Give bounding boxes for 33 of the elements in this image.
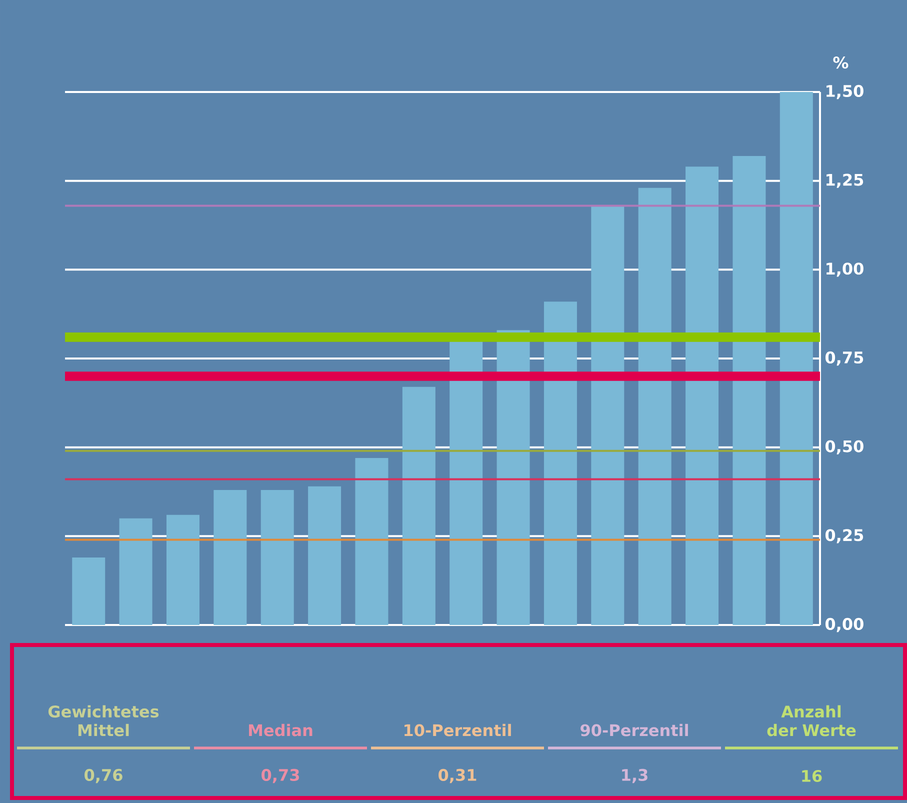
text: 0,31 <box>438 768 476 784</box>
bar <box>591 206 624 625</box>
bar <box>355 458 388 625</box>
text: 10-Perzentil <box>404 724 511 736</box>
y-tick-label: 1,25 <box>826 174 864 188</box>
bar <box>780 92 813 625</box>
bar <box>732 156 766 625</box>
text: 0,76 <box>84 768 122 784</box>
bar <box>450 340 483 625</box>
y-tick-label: 1,00 <box>826 262 864 277</box>
y-tick-label: 0,25 <box>825 529 864 544</box>
text: Median <box>249 724 312 736</box>
bar <box>402 386 436 625</box>
bar <box>638 188 672 625</box>
bar <box>214 490 247 625</box>
y-tick-label: 1,50 <box>826 84 864 100</box>
bar <box>72 557 106 625</box>
bar <box>308 486 342 625</box>
y-tick-label: 0,00 <box>825 618 864 632</box>
text: 1,3 <box>622 768 648 784</box>
text: 16 <box>802 770 822 782</box>
text: Anzahl der Werte <box>767 705 856 736</box>
y-axis-title: % <box>833 56 848 69</box>
bar <box>119 518 152 625</box>
bar <box>166 514 200 625</box>
y-tick-label: 0,75 <box>825 351 864 366</box>
text: 90-Perzentil <box>580 724 688 736</box>
bar <box>260 490 294 625</box>
y-tick-label: 0,50 <box>825 440 864 454</box>
text: Gewichtetes Mittel <box>48 705 159 736</box>
text: 0,73 <box>262 768 299 784</box>
bar <box>686 166 719 625</box>
bar <box>544 302 577 625</box>
